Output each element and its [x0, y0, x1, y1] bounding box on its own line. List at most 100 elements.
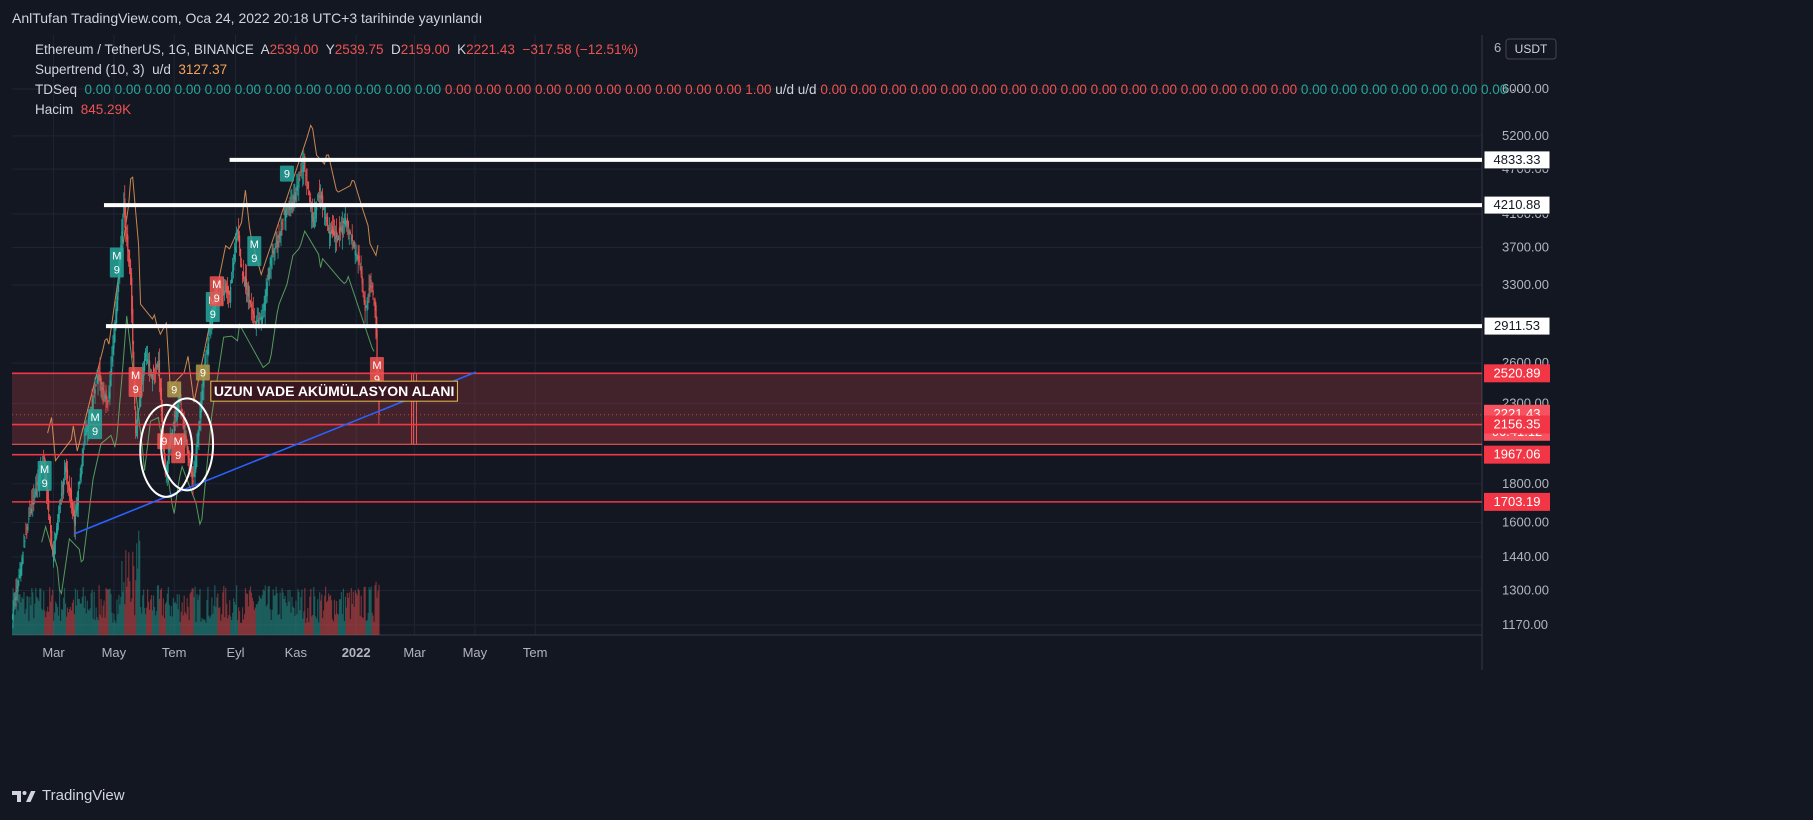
candle-body — [12, 614, 13, 620]
volume-bar — [325, 586, 327, 635]
volume-bar — [372, 615, 374, 635]
candle-body — [224, 291, 226, 295]
volume-bar — [40, 588, 42, 635]
volume-bar — [182, 615, 184, 635]
candle-body — [282, 219, 284, 221]
candle-body — [257, 319, 259, 325]
candle-body — [295, 188, 297, 190]
candle-body — [293, 195, 295, 206]
volume-bar — [362, 618, 364, 635]
currency-badge[interactable] — [1505, 38, 1557, 60]
volume-bar — [108, 589, 110, 635]
volume-bar — [360, 595, 362, 635]
volume-bar — [366, 620, 368, 635]
tdseq-value: 0.00 — [1360, 82, 1391, 97]
volume-bar — [106, 589, 108, 635]
price-label-box[interactable] — [1483, 195, 1551, 215]
candle-body — [344, 217, 346, 225]
tdseq-value: 0.00 — [84, 82, 115, 97]
volume-bar — [249, 586, 252, 635]
price-tick-label: 3700.00 — [1502, 240, 1549, 255]
volume-bar — [211, 597, 213, 635]
candle-body — [98, 373, 100, 379]
candle-body — [322, 195, 324, 204]
candle-body — [96, 380, 98, 383]
candle-body — [327, 227, 330, 231]
volume-bar — [70, 610, 73, 635]
volume-bar — [98, 585, 100, 635]
candle-body — [301, 168, 303, 170]
volume-bar — [347, 597, 349, 635]
volume-bar — [301, 589, 303, 635]
td-marker-text: 9 — [161, 436, 167, 448]
candle-body — [246, 293, 249, 295]
candle-body — [63, 472, 66, 474]
price-label-box[interactable] — [1484, 492, 1550, 511]
price-label-box[interactable] — [1484, 445, 1550, 464]
legend-close: 2221.43 — [466, 42, 515, 57]
tradingview-logo[interactable]: TradingView — [12, 787, 125, 804]
volume-bar — [146, 589, 149, 635]
volume-bar — [89, 608, 91, 635]
legend-tdseq-row[interactable]: TDSeq 0.00 0.00 0.00 0.00 0.00 0.00 0.00… — [35, 82, 1525, 97]
horizontal-levels[interactable] — [12, 157, 1482, 503]
volume-bar — [287, 589, 289, 635]
tdseq-value: 0.00 — [504, 82, 536, 97]
candle-body — [356, 256, 358, 259]
legend-supertrend-row[interactable]: Supertrend (10, 3) u/d 3127.37 — [35, 62, 227, 77]
volume-bar — [27, 596, 29, 635]
price-label-box[interactable] — [1483, 150, 1551, 170]
candle-body — [279, 233, 281, 235]
candle-body — [326, 220, 328, 222]
tdseq-value: 0.00 — [655, 82, 686, 97]
candle-body — [86, 424, 88, 433]
volume-bar — [93, 591, 95, 635]
volume-bar — [56, 606, 59, 635]
candle-body — [143, 367, 145, 382]
volume-bar — [56, 603, 58, 635]
candle-body — [137, 416, 139, 427]
td-marker-box — [37, 460, 52, 491]
volume-bar — [148, 609, 151, 635]
candle-body — [288, 205, 290, 211]
candle-body — [173, 420, 175, 433]
volume-bar — [149, 599, 152, 635]
candle-body — [294, 192, 296, 201]
time-axis[interactable]: Mar May Tem Eyl Kas 2022 Mar May Tem — [42, 645, 547, 660]
volume-bar — [233, 598, 235, 635]
candle-body — [208, 337, 210, 341]
price-chart[interactable]: M9M9M9M999M99M9M9M99M9 UZUN VADE AKÜMÜLA… — [12, 35, 1800, 775]
candle-body — [253, 315, 256, 319]
candle-body — [204, 363, 206, 365]
candle-body — [35, 488, 37, 496]
td-marker-text: M — [90, 412, 99, 424]
price-label-text: 1703.19 — [1494, 494, 1541, 509]
price-label-box[interactable] — [1484, 415, 1550, 434]
volume-bar — [234, 601, 236, 635]
supertrend-label: Supertrend (10, 3) — [35, 62, 145, 77]
volume-bar — [109, 588, 111, 635]
volume-bar — [151, 610, 154, 635]
volume-bar — [313, 587, 315, 635]
volume-bar — [318, 622, 320, 635]
candle-body — [343, 220, 346, 225]
legend-symbol-row: Ethereum / TetherUS, 1G, BINANCE A2539.0… — [35, 42, 638, 57]
price-label-box[interactable] — [1483, 316, 1551, 336]
volume-bar — [284, 595, 286, 635]
candle-body — [28, 517, 30, 520]
td-marker-text: M — [174, 436, 183, 448]
volume-bar — [260, 598, 262, 635]
candle-body — [48, 499, 50, 512]
legend-volume-row[interactable]: Hacim 845.29K — [35, 102, 131, 117]
price-label-box[interactable] — [1484, 364, 1550, 383]
volume-bar — [102, 605, 104, 635]
candle-body — [277, 241, 279, 247]
volume-bar — [219, 607, 221, 635]
candle-body — [330, 229, 333, 234]
candle-body — [69, 488, 72, 498]
tdseq-more[interactable]: ··· — [1511, 82, 1525, 97]
volume-bar — [130, 601, 132, 635]
chart-frame[interactable]: M9M9M9M999M99M9M9M99M9 UZUN VADE AKÜMÜLA… — [12, 35, 1800, 775]
td-marker-text: M — [250, 239, 259, 251]
price-axis[interactable]: 6000.005200.004700.004100.003700.003300.… — [1483, 38, 1557, 632]
